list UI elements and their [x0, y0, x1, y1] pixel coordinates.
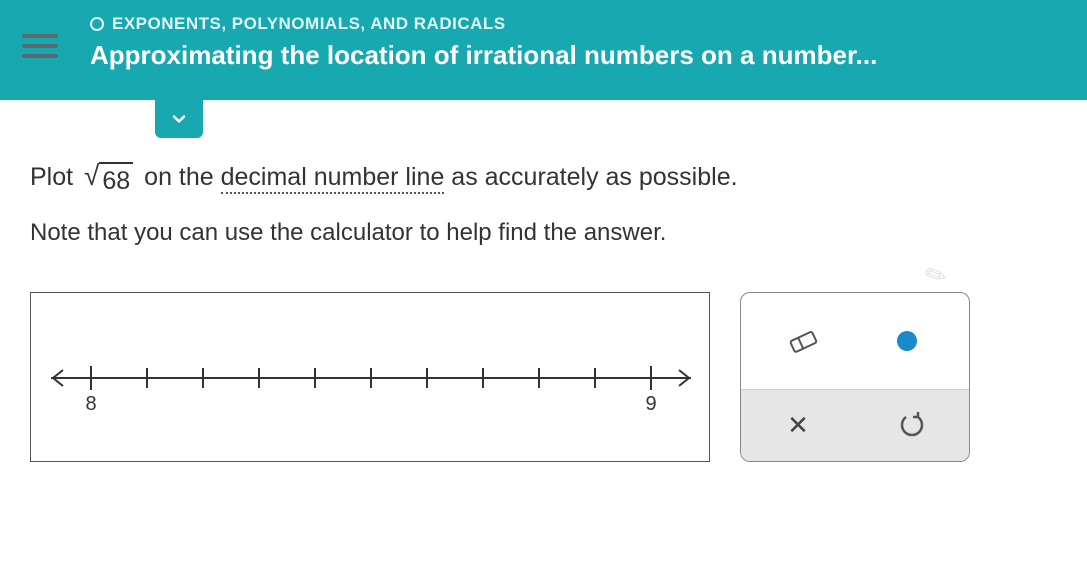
page-title: Approximating the location of irrational… [90, 40, 1067, 71]
instr-prefix: Plot [30, 163, 80, 191]
tool-row-bottom: ✕ [741, 389, 969, 462]
instr-suffix: as accurately as possible. [444, 163, 737, 191]
lesson-header: EXPONENTS, POLYNOMIALS, AND RADICALS App… [0, 0, 1087, 100]
sqrt-expression: √68 [84, 162, 133, 199]
tick-label-min: 8 [85, 393, 96, 415]
eraser-icon [785, 326, 821, 356]
pencil-watermark-icon: ✎ [920, 257, 953, 294]
breadcrumb: EXPONENTS, POLYNOMIALS, AND RADICALS [90, 14, 1067, 34]
reset-button[interactable] [872, 395, 952, 455]
chevron-down-icon [169, 109, 189, 129]
instruction-line: Plot √68 on the decimal number line as a… [30, 160, 1057, 199]
clear-button[interactable]: ✕ [758, 395, 838, 455]
tool-panel: ✕ [740, 292, 970, 462]
radical-icon: √ [84, 162, 99, 190]
number-line-canvas[interactable]: 8 9 [30, 292, 710, 462]
dot-icon [897, 331, 917, 351]
radicand: 68 [99, 162, 133, 199]
expand-dropdown-button[interactable] [155, 100, 203, 138]
instr-mid: on the [137, 163, 220, 191]
breadcrumb-text: EXPONENTS, POLYNOMIALS, AND RADICALS [112, 14, 506, 34]
tick-label-max: 9 [645, 393, 656, 415]
undo-icon [898, 411, 926, 439]
eraser-tool-button[interactable] [763, 311, 843, 371]
breadcrumb-bullet-icon [90, 17, 104, 31]
workspace-row: 8 9 ✕ [30, 292, 1057, 462]
hint-note: Note that you can use the calculator to … [30, 219, 1057, 247]
close-icon: ✕ [787, 410, 809, 441]
problem-content: Plot √68 on the decimal number line as a… [0, 100, 1087, 585]
number-line-svg: 8 9 [51, 348, 691, 428]
tool-row-top [741, 293, 969, 389]
hamburger-menu-button[interactable] [22, 28, 58, 64]
point-tool-button[interactable] [867, 311, 947, 371]
glossary-term[interactable]: decimal number line [221, 163, 445, 194]
